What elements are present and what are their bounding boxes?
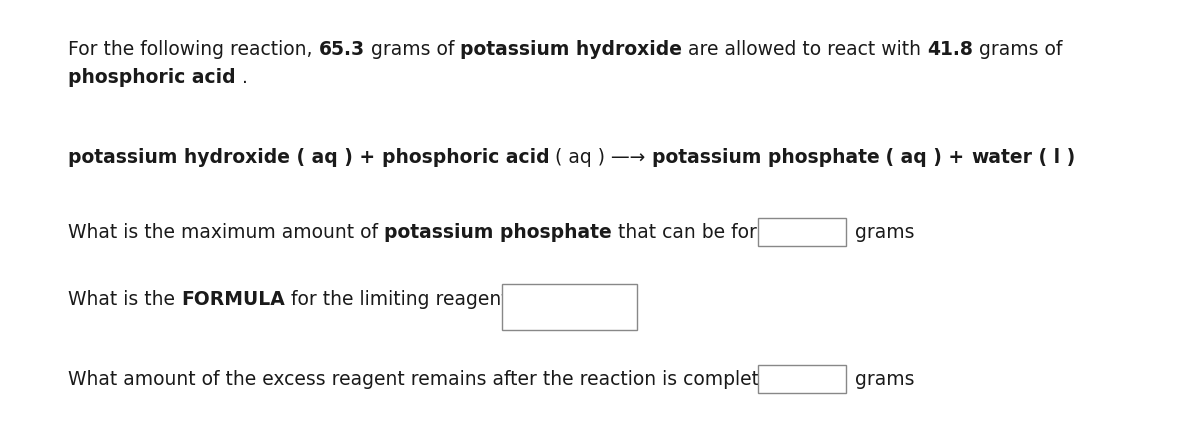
Text: for the limiting reagent?: for the limiting reagent? (284, 290, 518, 309)
Text: ( aq ) +: ( aq ) + (290, 148, 382, 167)
Text: potassium phosphate: potassium phosphate (652, 148, 880, 167)
Text: that can be formed?: that can be formed? (612, 223, 808, 242)
Text: grams: grams (854, 370, 914, 389)
Text: are allowed to react with: are allowed to react with (682, 40, 928, 59)
Text: FORMULA: FORMULA (181, 290, 284, 309)
Text: potassium hydroxide: potassium hydroxide (68, 148, 290, 167)
Text: .: . (235, 68, 247, 87)
Text: For the following reaction,: For the following reaction, (68, 40, 318, 59)
Text: potassium hydroxide: potassium hydroxide (460, 40, 682, 59)
FancyBboxPatch shape (758, 365, 846, 393)
Text: What is the: What is the (68, 290, 181, 309)
Text: ( l ): ( l ) (1032, 148, 1075, 167)
Text: 65.3: 65.3 (318, 40, 365, 59)
FancyBboxPatch shape (758, 218, 846, 246)
Text: phosphoric acid: phosphoric acid (68, 68, 235, 87)
Text: phosphoric acid: phosphoric acid (382, 148, 550, 167)
FancyBboxPatch shape (502, 284, 637, 330)
Text: ( aq ) —→: ( aq ) —→ (550, 148, 652, 167)
Text: grams of: grams of (365, 40, 460, 59)
Text: potassium phosphate: potassium phosphate (384, 223, 612, 242)
Text: ( aq ) +: ( aq ) + (880, 148, 971, 167)
Text: grams of: grams of (973, 40, 1062, 59)
Text: What is the maximum amount of: What is the maximum amount of (68, 223, 384, 242)
Text: 41.8: 41.8 (928, 40, 973, 59)
Text: grams: grams (854, 223, 914, 242)
Text: What amount of the excess reagent remains after the reaction is complete?: What amount of the excess reagent remain… (68, 370, 780, 389)
Text: water: water (971, 148, 1032, 167)
